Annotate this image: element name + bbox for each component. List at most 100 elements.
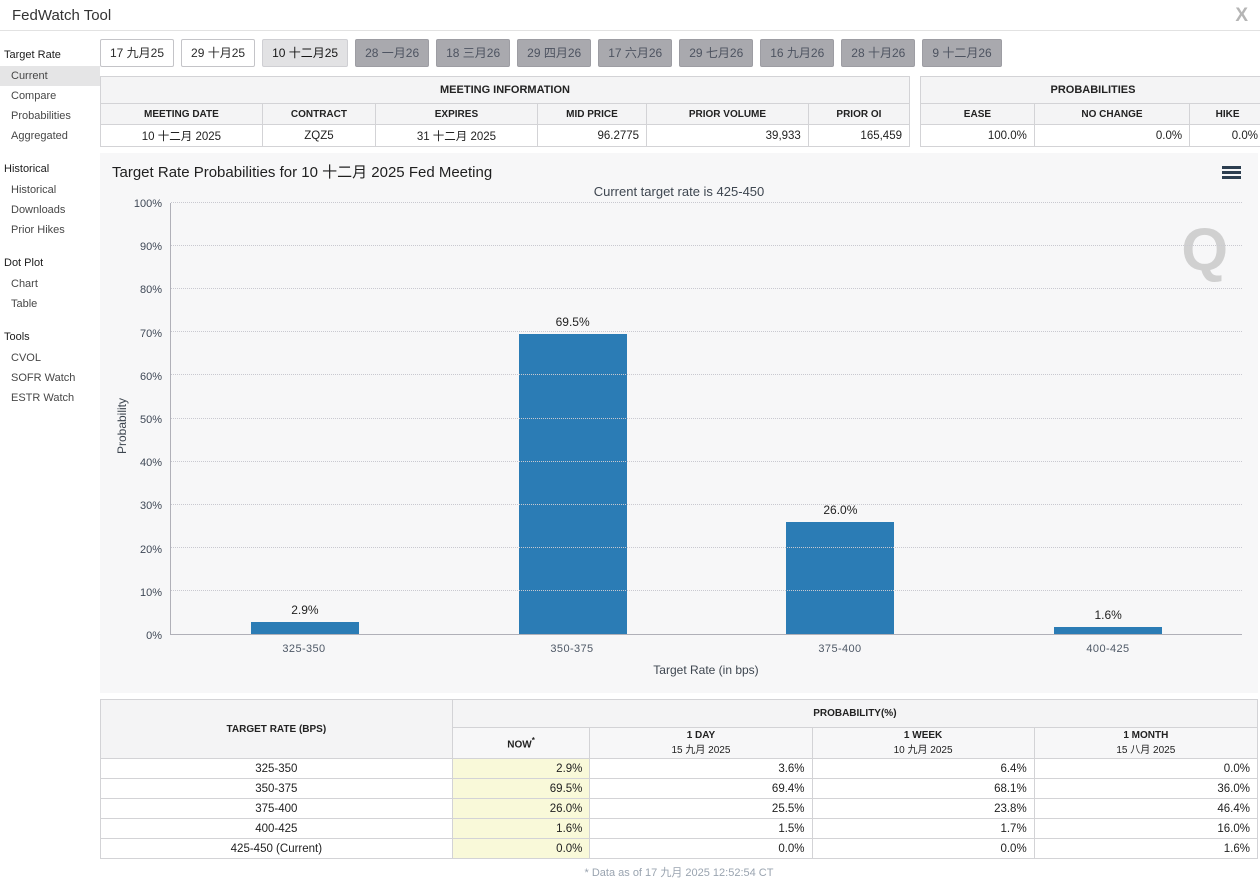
bar-325-350[interactable] [251, 622, 359, 634]
sidebar-section-header: Historical [0, 159, 100, 180]
day-cell: 69.4% [590, 779, 812, 799]
data-as-of-footnote: * Data as of 17 九月 2025 12:52:54 CT [100, 864, 1258, 880]
gridline [171, 202, 1242, 203]
rate-cell: 350-375 [101, 779, 453, 799]
bar-group-350-375: 69.5% [439, 203, 707, 634]
window-titlebar: FedWatch Tool X [0, 0, 1260, 31]
meeting-tab-3[interactable]: 28 一月26 [355, 39, 429, 67]
sidebar-item-dotplot-table[interactable]: Table [0, 294, 100, 314]
gridline [171, 245, 1242, 246]
bar-375-400[interactable] [786, 522, 894, 634]
meeting-tab-9[interactable]: 28 十月26 [841, 39, 915, 67]
meeting-tab-8[interactable]: 16 九月26 [760, 39, 834, 67]
sidebar-item-aggregated[interactable]: Aggregated [0, 126, 100, 146]
table-row: 375-400 26.0% 25.5% 23.8% 46.4% [101, 799, 1258, 819]
sidebar-item-current[interactable]: Current [0, 66, 100, 86]
now-cell: 0.0% [452, 839, 590, 859]
chart-menu-icon[interactable] [1222, 164, 1241, 181]
x-tick-label: 325-350 [170, 643, 438, 655]
y-axis-tick-label: 50% [112, 414, 162, 426]
col-expires: EXPIRES [376, 104, 538, 125]
gridline [171, 461, 1242, 462]
y-axis-tick-label: 20% [112, 544, 162, 556]
table-row: 325-350 2.9% 3.6% 6.4% 0.0% [101, 759, 1258, 779]
meeting-tab-7[interactable]: 29 七月26 [679, 39, 753, 67]
y-axis-tick-label: 40% [112, 457, 162, 469]
meeting-tab-0[interactable]: 17 九月25 [100, 39, 174, 67]
main-content: 17 九月25 29 十月25 10 十二月25 28 一月26 18 三月26… [100, 31, 1260, 880]
hike-value: 0.0% [1190, 125, 1260, 147]
chart-title: Target Rate Probabilities for 10 十二月 202… [112, 161, 492, 182]
rate-cell: 400-425 [101, 819, 453, 839]
bar-400-425[interactable] [1054, 627, 1162, 634]
meeting-tab-1[interactable]: 29 十月25 [181, 39, 255, 67]
x-tick-label: 375-400 [706, 643, 974, 655]
bar-group-325-350: 2.9% [171, 203, 439, 634]
rate-cell: 325-350 [101, 759, 453, 779]
month-cell: 36.0% [1034, 779, 1257, 799]
now-cell: 69.5% [452, 779, 590, 799]
bar-value-label: 26.0% [823, 503, 857, 517]
day-cell: 3.6% [590, 759, 812, 779]
meeting-tab-4[interactable]: 18 三月26 [436, 39, 510, 67]
day-cell: 25.5% [590, 799, 812, 819]
y-axis-tick-label: 100% [112, 198, 162, 210]
col-now: NOW* [452, 728, 590, 759]
sidebar-item-sofr-watch[interactable]: SOFR Watch [0, 368, 100, 388]
col-target-rate-bps: TARGET RATE (BPS) [101, 700, 453, 759]
sidebar-section-header: Dot Plot [0, 253, 100, 274]
month-cell: 46.4% [1034, 799, 1257, 819]
sidebar-item-compare[interactable]: Compare [0, 86, 100, 106]
meeting-date-value: 10 十二月 2025 [101, 125, 263, 147]
mid-price-value: 96.2775 [537, 125, 646, 147]
table-row: 350-375 69.5% 69.4% 68.1% 36.0% [101, 779, 1258, 799]
probability-group-header: PROBABILITY(%) [452, 700, 1257, 728]
chart-panel: Target Rate Probabilities for 10 十二月 202… [100, 153, 1258, 693]
contract-value: ZQZ5 [262, 125, 375, 147]
meeting-info-title: MEETING INFORMATION [101, 77, 910, 104]
y-axis-tick-label: 10% [112, 587, 162, 599]
now-cell: 26.0% [452, 799, 590, 819]
sidebar-item-estr-watch[interactable]: ESTR Watch [0, 388, 100, 408]
gridline [171, 590, 1242, 591]
gridline [171, 504, 1242, 505]
col-meeting-date: MEETING DATE [101, 104, 263, 125]
month-cell: 16.0% [1034, 819, 1257, 839]
col-mid-price: MID PRICE [537, 104, 646, 125]
bar-group-375-400: 26.0% [707, 203, 975, 634]
sidebar-item-probabilities[interactable]: Probabilities [0, 106, 100, 126]
y-axis-tick-label: 30% [112, 500, 162, 512]
col-no-change: NO CHANGE [1034, 104, 1189, 125]
week-cell: 23.8% [812, 799, 1034, 819]
rate-cell: 425-450 (Current) [101, 839, 453, 859]
sidebar-item-cvol[interactable]: CVOL [0, 348, 100, 368]
y-axis-tick-label: 70% [112, 328, 162, 340]
bar-value-label: 69.5% [556, 315, 590, 329]
gridline [171, 547, 1242, 548]
close-icon[interactable]: X [1235, 6, 1248, 25]
meeting-tab-5[interactable]: 29 四月26 [517, 39, 591, 67]
bar-value-label: 2.9% [291, 603, 318, 617]
x-axis-title: Target Rate (in bps) [170, 663, 1242, 677]
sidebar-item-historical[interactable]: Historical [0, 180, 100, 200]
meeting-tab-2[interactable]: 10 十二月25 [262, 39, 348, 67]
month-cell: 0.0% [1034, 759, 1257, 779]
sidebar-item-dotplot-chart[interactable]: Chart [0, 274, 100, 294]
sidebar-item-prior-hikes[interactable]: Prior Hikes [0, 220, 100, 240]
probabilities-summary-table: PROBABILITIES EASE NO CHANGE HIKE 100.0%… [920, 76, 1260, 147]
sidebar-item-downloads[interactable]: Downloads [0, 200, 100, 220]
gridline [171, 418, 1242, 419]
meeting-tabs: 17 九月25 29 十月25 10 十二月25 28 一月26 18 三月26… [100, 39, 1260, 67]
prior-volume-value: 39,933 [647, 125, 809, 147]
meeting-tab-6[interactable]: 17 六月26 [598, 39, 672, 67]
meeting-tab-10[interactable]: 9 十二月26 [922, 39, 1001, 67]
sidebar-section-dot-plot: Dot Plot Chart Table [0, 253, 100, 314]
bar-value-label: 1.6% [1094, 608, 1121, 622]
sidebar-section-tools: Tools CVOL SOFR Watch ESTR Watch [0, 327, 100, 408]
ease-value: 100.0% [921, 125, 1035, 147]
expires-value: 31 十二月 2025 [376, 125, 538, 147]
gridline [171, 374, 1242, 375]
no-change-value: 0.0% [1034, 125, 1189, 147]
